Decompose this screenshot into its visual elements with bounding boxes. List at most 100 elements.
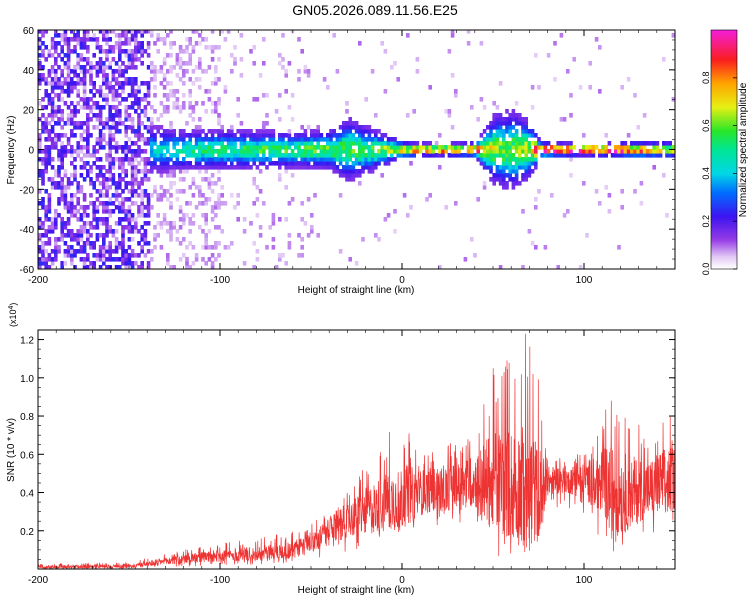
- spectrogram-cell: [70, 49, 74, 54]
- spectrogram-cell: [156, 37, 160, 42]
- spectrogram-cell: [102, 37, 106, 42]
- spectrogram-cell: [102, 257, 106, 262]
- spectrogram-cell: [194, 41, 199, 46]
- spectrogram-cell: [108, 61, 112, 66]
- spectrogram-cell: [166, 169, 170, 174]
- spectrogram-cell: [159, 65, 164, 70]
- spectrogram-cell: [342, 165, 346, 170]
- spectrogram-cell: [358, 145, 362, 150]
- spectrogram-cell: [130, 261, 135, 266]
- spectrogram-cell: [178, 241, 183, 246]
- spectrogram-cell: [54, 121, 58, 126]
- spectrogram-cell: [169, 45, 173, 50]
- spectrogram-cell: [204, 109, 208, 114]
- spectrogram-cell: [210, 173, 215, 178]
- spectrogram-cell: [498, 121, 503, 126]
- spectrogram-cell: [559, 117, 564, 122]
- spectrogram-cell: [166, 257, 170, 262]
- spectrogram-cell: [582, 145, 586, 150]
- spectrogram-cell: [623, 149, 628, 154]
- spectrogram-cell: [201, 257, 205, 262]
- spectrogram-cell: [498, 177, 503, 182]
- spectrogram-cell: [201, 141, 205, 146]
- spectrogram-cell: [300, 245, 304, 250]
- spectrogram-cell: [76, 181, 80, 186]
- spectrogram-cell: [294, 141, 298, 146]
- spectrogram-cell: [114, 141, 119, 146]
- spectrogram-cell: [47, 161, 52, 166]
- spectrogram-cell: [38, 173, 42, 178]
- spectrogram-cell: [108, 197, 112, 202]
- spectrogram-cell: [598, 45, 602, 50]
- spectrogram-cell: [54, 49, 58, 54]
- spectrogram-cell: [79, 237, 84, 242]
- spectrogram-cell: [57, 117, 61, 122]
- spectrogram-cell: [655, 153, 660, 158]
- spectrogram-cell: [207, 149, 212, 154]
- spectrogram-cell: [50, 137, 55, 142]
- spectrogram-cell: [185, 161, 189, 166]
- spectrogram-cell: [338, 169, 343, 174]
- spectrogram-cell: [57, 169, 61, 174]
- spectrogram-cell: [287, 233, 292, 238]
- spectrogram-cell: [70, 193, 74, 198]
- spectrogram-cell: [642, 141, 647, 146]
- spectrogram-cell: [92, 125, 96, 130]
- spectrogram-cell: [182, 141, 186, 146]
- spectrogram-cell: [182, 105, 186, 110]
- spectrogram-cell: [169, 137, 173, 142]
- spectrogram-cell: [396, 145, 400, 150]
- spectrogram-cell: [162, 37, 167, 42]
- spectrogram-cell: [41, 33, 45, 38]
- spectrogram-cell: [111, 137, 116, 142]
- spectrogram-cell: [98, 93, 103, 98]
- spectrogram-cell: [271, 245, 276, 250]
- spectrogram-cell: [601, 153, 605, 158]
- spectrogram-cell: [105, 221, 109, 226]
- spectrogram-cell: [633, 153, 637, 158]
- spectrogram-cell: [233, 137, 237, 142]
- spectrogram-cell: [124, 49, 128, 54]
- spectrogram-cell: [338, 153, 343, 158]
- spectrogram-cell: [70, 149, 74, 154]
- spectrogram-cell: [198, 33, 202, 38]
- spectrogram-cell: [111, 157, 116, 162]
- spectrogram-cell: [226, 145, 231, 150]
- spectrogram-cell: [182, 157, 186, 162]
- spectrogram-cell: [604, 145, 608, 150]
- spectrogram-cell: [399, 145, 404, 150]
- spectrogram-cell: [502, 185, 506, 190]
- spectrogram-cell: [50, 81, 55, 86]
- spectrogram-cell: [92, 161, 96, 166]
- spectrogram-cell: [108, 209, 112, 214]
- spectrogram-cell: [582, 153, 586, 158]
- spectrogram-cell: [92, 53, 96, 58]
- spectrogram-cell: [172, 145, 176, 150]
- spectrogram-cell: [44, 217, 48, 222]
- spectrogram-cell: [76, 41, 80, 46]
- spectrogram-cell: [38, 265, 42, 269]
- spectrogram-cell: [50, 129, 55, 134]
- spectrogram-cell: [79, 41, 84, 46]
- spectrogram-cell: [582, 149, 586, 154]
- colorbar-segment: [711, 237, 737, 240]
- spectrogram-cell: [511, 145, 516, 150]
- spectrogram-cell: [137, 213, 141, 218]
- spectrogram-cell: [470, 105, 474, 110]
- spectrogram-cell: [172, 65, 176, 70]
- spectrogram-cell: [358, 149, 362, 154]
- spectrogram-cell: [86, 117, 90, 122]
- spectrogram-cell: [268, 145, 272, 150]
- spectrogram-cell: [505, 117, 509, 122]
- spectrogram-cell: [214, 245, 218, 250]
- spectrogram-cell: [313, 137, 317, 142]
- spectrogram-cell: [620, 153, 624, 158]
- spectrogram-cell: [342, 125, 346, 130]
- spectrogram-cell: [505, 161, 509, 166]
- spectrogram-cell: [102, 193, 106, 198]
- spectrogram-cell: [658, 149, 663, 154]
- spectrogram-cell: [345, 141, 349, 146]
- spectrogram-cell: [162, 213, 167, 218]
- spectrogram-cell: [527, 169, 532, 174]
- spectrogram-cell: [428, 153, 432, 158]
